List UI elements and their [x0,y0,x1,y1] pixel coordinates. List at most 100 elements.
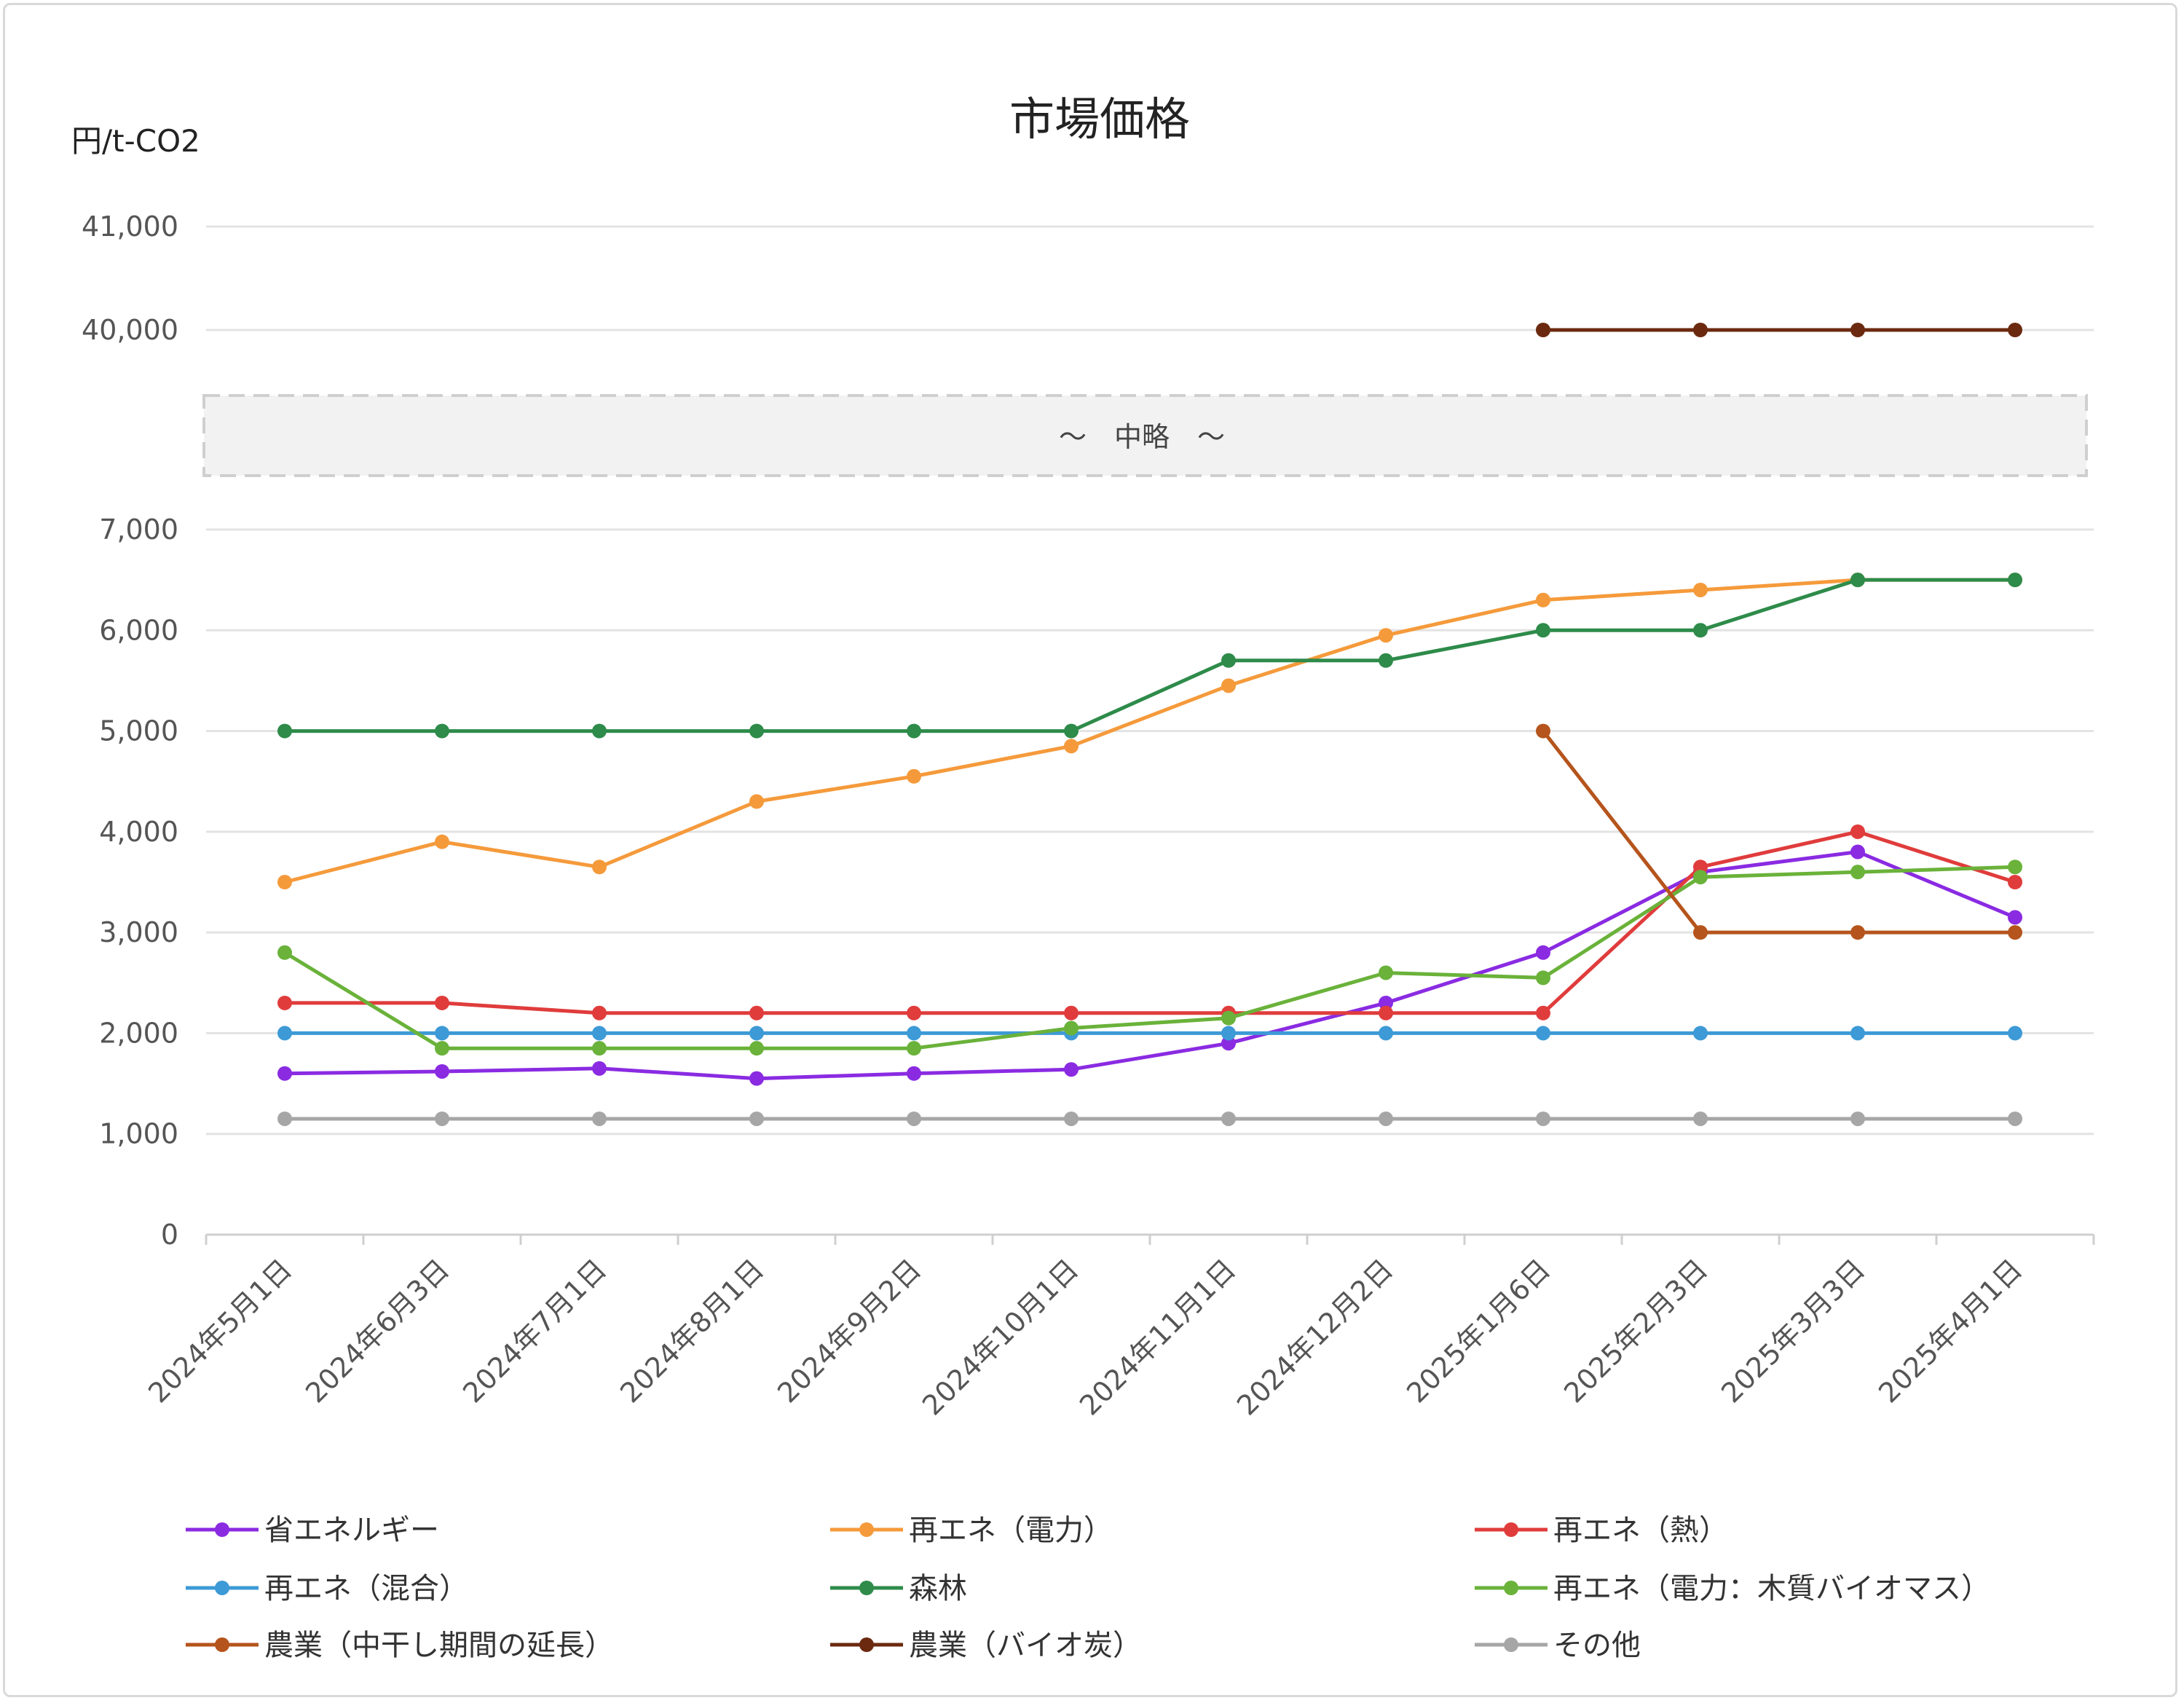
data-point [592,1061,607,1076]
data-point [435,995,449,1010]
legend-label: 再エネ（熱） [1553,1514,1728,1547]
x-tick-label: 2024年11月1日 [1073,1253,1242,1421]
legend-swatch-marker [1504,1522,1518,1537]
data-point [1379,653,1393,668]
data-point [1379,1111,1393,1126]
data-point [1221,1026,1236,1041]
x-tick-label: 2024年7月1日 [457,1253,612,1409]
data-point [1850,573,1865,588]
y-tick-label: 7,000 [99,514,178,546]
data-point [1850,925,1865,940]
legend-item: 再エネ（熱） [1475,1514,1728,1547]
data-point [2008,910,2022,925]
data-point [1693,1026,1708,1041]
data-point [1693,323,1708,337]
data-point [1064,1111,1079,1126]
data-point [1221,1010,1236,1026]
data-point [1693,582,1708,597]
data-point [2008,1026,2022,1041]
y-tick-label: 40,000 [82,314,178,346]
grid-upper: 40,000 41,000 [82,211,2094,346]
y-tick-label: 6,000 [99,614,178,646]
x-tick-label: 2024年5月1日 [142,1253,298,1409]
data-point [277,1026,292,1041]
data-point [1693,860,1708,875]
data-point [1536,723,1550,739]
data-point [1221,678,1236,693]
data-point [1536,1026,1550,1041]
data-point [907,1041,921,1056]
legend-swatch-marker [859,1581,874,1595]
legend-swatch-marker [215,1522,229,1537]
legend-label: 農業（中干し期間の延長） [264,1629,614,1662]
data-point [1064,723,1079,739]
data-point [1064,1020,1079,1036]
legend-swatch-marker [215,1581,229,1595]
y-tick-label: 1,000 [99,1118,178,1150]
data-point [1850,844,1865,860]
data-point [749,1071,764,1086]
series-line [1542,730,2015,935]
y-tick-label: 5,000 [99,715,178,747]
data-point [907,1005,921,1020]
data-point [1379,1005,1393,1020]
legend-label: 省エネルギー [264,1514,439,1547]
data-point [749,794,764,809]
data-point [592,1026,607,1041]
data-point [1850,1111,1865,1126]
data-point [1536,1005,1550,1020]
data-point [435,834,449,849]
data-point [1850,1026,1865,1041]
data-point [1064,1062,1079,1077]
data-point [1850,323,1865,337]
data-point [1850,865,1865,880]
series-4 [277,573,2022,739]
data-point [2008,925,2022,940]
data-point [1850,824,1865,839]
legend-label: 再エネ（混合） [264,1572,468,1605]
series-line [284,850,2016,1081]
data-point [749,1026,764,1041]
data-point [277,875,292,889]
data-point [2008,860,2022,875]
series-line [284,578,2015,884]
legend-label: その他 [1553,1629,1641,1662]
series-0 [277,844,2022,1086]
data-point [592,723,607,739]
axis-break-box [202,394,2088,477]
data-point [1379,965,1393,980]
x-tick-label: 2025年1月6日 [1400,1253,1556,1409]
data-point [277,945,292,960]
data-point [1693,870,1708,885]
data-point [2008,323,2022,337]
legend-item: 農業（中干し期間の延長） [186,1629,614,1662]
data-point [2008,875,2022,889]
legend-item: 農業（バイオ炭） [830,1629,1142,1662]
data-point [1693,1111,1708,1126]
data-point [1379,628,1393,643]
data-point [907,1111,921,1126]
series-5 [277,860,2022,1056]
legend-label: 農業（バイオ炭） [909,1629,1142,1662]
y-tick-label: 41,000 [82,211,178,243]
x-tick-label: 2024年8月1日 [614,1253,770,1409]
legend: 省エネルギー 再エネ（電力） 再エネ（熱） 再エネ（混合） 森林 再エネ（電力：木質バイオ… [186,1514,1990,1662]
data-point [1064,1005,1079,1020]
x-tick-label: 2025年2月3日 [1558,1253,1714,1409]
data-point [1536,970,1550,986]
legend-item: その他 [1475,1629,1641,1662]
x-tick-label: 2024年12月2日 [1231,1253,1399,1421]
data-point [749,1111,764,1126]
data-point [435,1111,449,1126]
x-tick-label: 2025年4月1日 [1872,1253,2028,1409]
data-point [1221,1036,1236,1051]
data-point [2008,1111,2022,1126]
data-point [1221,1111,1236,1126]
data-point [1379,1026,1393,1041]
x-tick-label: 2025年3月3日 [1715,1253,1871,1409]
legend-label: 森林 [909,1572,967,1605]
series-6 [1536,723,2022,940]
y-tick-label: 0 [161,1219,178,1251]
grid-lower: 0 1,000 2,000 3,000 4,000 5,000 6,000 7,000 [99,514,2094,1251]
